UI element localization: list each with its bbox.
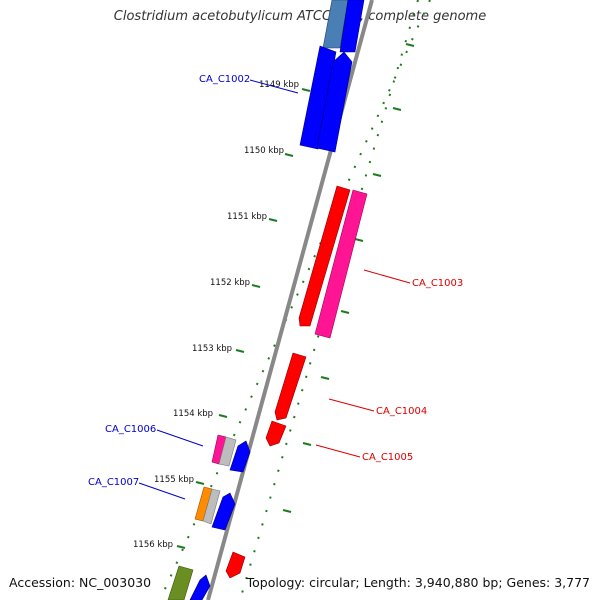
gene-ca-c1007-blue[interactable] (211, 492, 236, 531)
leader-ca-c1005 (315, 444, 361, 458)
gene-label-leaders (138, 79, 411, 500)
gene-ca-c1003[interactable] (314, 189, 368, 339)
gene-red-long[interactable] (298, 185, 351, 327)
map-title: Clostridium acetobutylicum ATCC 824, com… (113, 9, 487, 24)
tick-mark-1155 (195, 481, 205, 485)
leader-ca-c1007 (138, 482, 186, 500)
tick-mark-1154 (218, 414, 228, 418)
kbp-tick-marks (176, 88, 311, 549)
leader-ca-c1006 (156, 429, 204, 447)
gene-label-ca-c1004[interactable]: CA_C1004 (376, 406, 427, 417)
gene-label-ca-c1006[interactable]: CA_C1006 (105, 424, 156, 435)
gene-bottom-blue[interactable] (189, 574, 211, 600)
gene-ca-c1005[interactable] (265, 420, 287, 447)
tick-label-1155: 1155 kbp (154, 475, 194, 485)
tick-mark-1150 (284, 153, 294, 157)
gene-label-ca-c1005[interactable]: CA_C1005 (362, 452, 413, 463)
tick-label-1153: 1153 kbp (192, 344, 232, 354)
tick-label-1150: 1150 kbp (244, 146, 284, 156)
tick-mark-1152 (251, 284, 261, 288)
gene-label-ca-c1003[interactable]: CA_C1003 (412, 278, 463, 289)
gene-ca-c1002-a[interactable] (299, 45, 337, 150)
gene-labels: CA_C1002 CA_C1003 CA_C1004 CA_C1005 CA_C… (88, 74, 463, 488)
gene-ca-c1006-blue[interactable] (229, 440, 251, 473)
tick-label-1151: 1151 kbp (227, 212, 267, 222)
gene-ca-c1004[interactable] (274, 352, 307, 421)
gene-feature-top-right[interactable] (339, 0, 365, 53)
gene-label-ca-c1007[interactable]: CA_C1007 (88, 477, 139, 488)
genome-summary-text: Topology: circular; Length: 3,940,880 bp… (246, 575, 590, 590)
tick-label-1154: 1154 kbp (173, 409, 213, 419)
accession-text: Accession: NC_003030 (9, 575, 152, 590)
gene-bottom-red[interactable] (225, 551, 246, 579)
gene-bottom-green[interactable] (167, 565, 194, 600)
gene-label-ca-c1002[interactable]: CA_C1002 (199, 74, 250, 85)
outer-ring-ticks (282, 43, 415, 513)
gene-ca-c1002-b[interactable] (316, 51, 353, 153)
leader-ca-c1003 (363, 269, 411, 284)
tick-label-1149: 1149 kbp (259, 80, 299, 90)
tick-mark-1156 (176, 545, 186, 549)
tick-mark-1151 (268, 218, 278, 222)
leader-ca-c1004 (328, 398, 375, 412)
tick-mark-1149 (301, 88, 311, 92)
gene-feature-top-left[interactable] (322, 0, 349, 49)
gene-ca-c1007-grey[interactable] (202, 488, 221, 525)
kbp-tick-labels: 1149 kbp 1150 kbp 1151 kbp 1152 kbp 1153… (133, 80, 299, 550)
leader-ca-c1002 (249, 79, 299, 94)
tick-label-1156: 1156 kbp (133, 540, 173, 550)
tick-label-1152: 1152 kbp (210, 278, 250, 288)
tick-mark-1153 (235, 349, 245, 353)
gene-ca-c1006-grey[interactable] (218, 436, 237, 467)
